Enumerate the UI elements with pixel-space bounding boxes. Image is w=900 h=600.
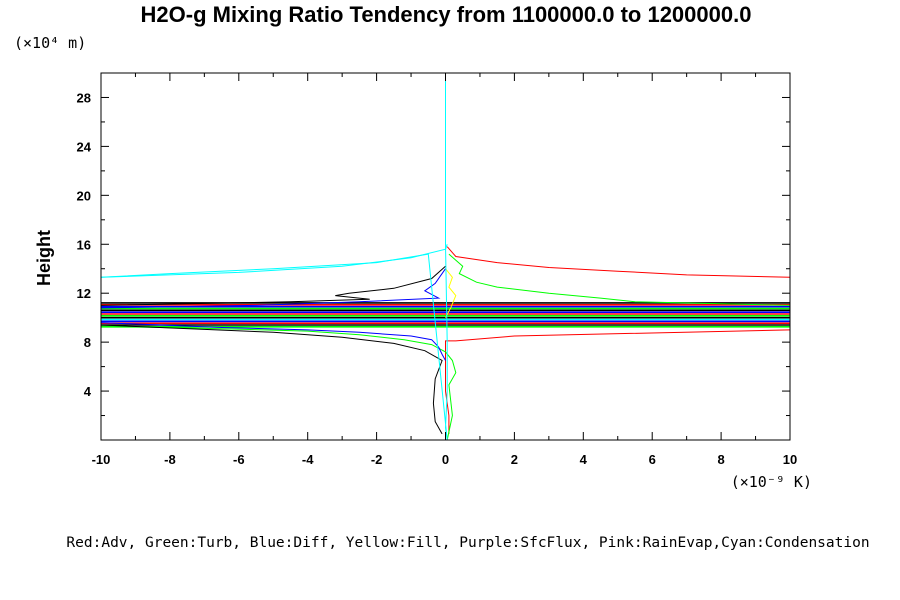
series-line-1 (446, 246, 790, 278)
y-tick-label: 16 (77, 237, 91, 252)
x-tick-label: -2 (371, 452, 383, 467)
series-line-3 (448, 253, 790, 306)
series-line-7 (101, 265, 446, 306)
x-tick-label: -4 (302, 452, 314, 467)
x-tick-label: -6 (233, 452, 245, 467)
x-tick-label: 4 (580, 452, 588, 467)
x-axis-multiplier: (×10⁻⁹ K) (731, 473, 812, 491)
series-line-9 (101, 73, 448, 440)
x-tick-label: 8 (717, 452, 724, 467)
y-tick-label: 4 (84, 384, 92, 399)
legend-caption: Red:Adv, Green:Turb, Blue:Diff, Yellow:F… (66, 535, 869, 551)
x-tick-label: -10 (92, 452, 111, 467)
x-tick-label: 2 (511, 452, 518, 467)
series-line-2 (101, 325, 457, 440)
x-tick-label: 0 (442, 452, 449, 467)
x-tick-label: -8 (164, 452, 176, 467)
chart-title: H2O-g Mixing Ratio Tendency from 1100000… (141, 2, 752, 27)
x-tick-label: 6 (649, 452, 656, 467)
plot-area (101, 73, 790, 440)
series-line-4 (101, 322, 446, 361)
y-tick-label: 8 (84, 335, 91, 350)
series-line-8 (445, 268, 457, 318)
y-tick-label: 20 (77, 188, 91, 203)
y-axis-ticks: 4 8 12 16 20 24 28 (77, 90, 790, 417)
series-line-5 (101, 268, 446, 309)
series-line-10 (101, 244, 448, 278)
y-axis-multiplier: (×10⁴ m) (14, 34, 86, 52)
series-line-6 (101, 324, 443, 435)
series-line-0 (445, 329, 790, 434)
x-axis-ticks: -10 -8 -6 -4 -2 0 2 4 6 8 10 (92, 73, 797, 467)
y-tick-label: 28 (77, 90, 91, 105)
y-tick-label: 12 (77, 286, 91, 301)
x-tick-label: 10 (783, 452, 797, 467)
y-tick-label: 24 (77, 139, 92, 154)
y-axis-label: Height (34, 230, 54, 286)
